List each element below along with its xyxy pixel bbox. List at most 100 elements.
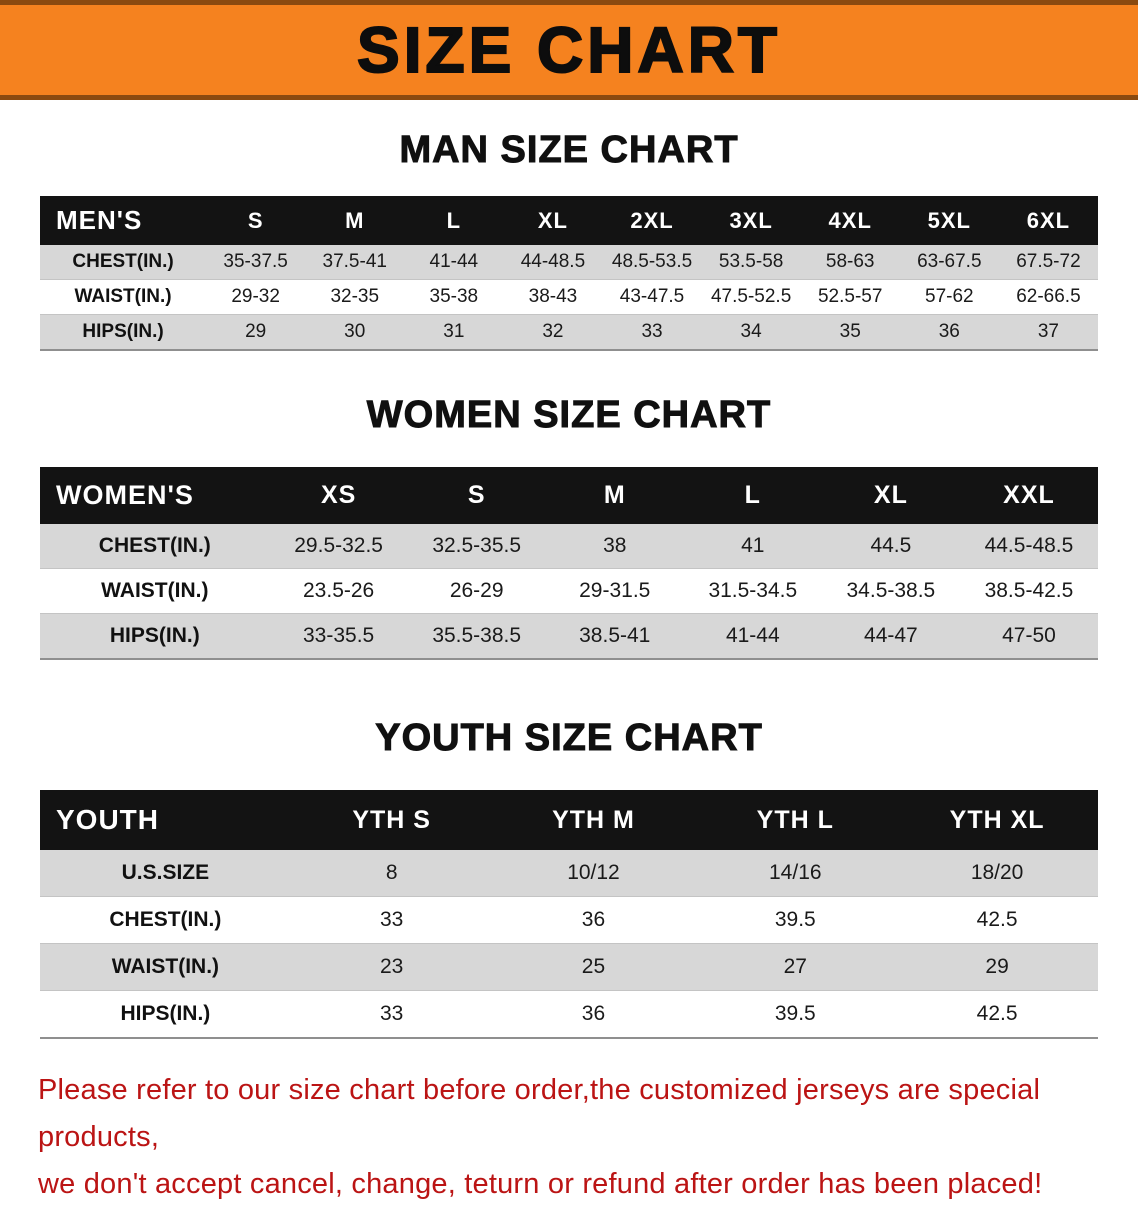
size-column-header: L — [446, 207, 462, 233]
table-corner-label: WOMEN'S — [56, 480, 194, 510]
size-value-cell: 25 — [581, 955, 606, 978]
size-value-cell: 32 — [542, 321, 564, 342]
table-row: WAIST(IN.) 29-32 32-35 35-38 38-43 43-47.5 47.… — [40, 279, 1098, 315]
row-label: U.S.SIZE — [121, 861, 210, 884]
size-column-header: XL — [537, 207, 568, 233]
table-row: HIPS(IN.) 33 36 39.5 42.5 — [40, 990, 1098, 1038]
size-column-header: M — [345, 207, 365, 233]
size-value-cell: 57-62 — [925, 286, 974, 307]
table-row: HIPS(IN.) 33-35.5 35.5-38.5 38.5-41 41-44 44-… — [40, 613, 1098, 659]
size-value-cell: 38 — [603, 534, 627, 557]
size-value-cell: 33 — [641, 321, 663, 342]
size-value-cell: 41-44 — [429, 251, 479, 272]
size-value-cell: 23.5-26 — [303, 579, 375, 602]
size-column-header: S — [247, 207, 264, 233]
size-value-cell: 35-38 — [429, 286, 479, 307]
row-label: WAIST(IN.) — [74, 286, 172, 307]
size-value-cell: 39.5 — [774, 908, 816, 931]
row-label: WAIST(IN.) — [101, 579, 209, 602]
row-label: HIPS(IN.) — [120, 1002, 211, 1025]
size-value-cell: 32.5-35.5 — [432, 534, 522, 557]
women-size-section: WOMEN SIZE CHART WOMEN'S XS S M L XL XXL CHEST(… — [0, 393, 1138, 660]
youth-size-section: YOUTH SIZE CHART YOUTH YTH S YTH M YTH L YTH… — [0, 716, 1138, 1039]
size-value-cell: 23 — [379, 955, 404, 978]
size-value-cell: 35 — [839, 321, 861, 342]
size-value-cell: 36 — [581, 908, 606, 931]
note-line-2: we don't accept cancel, change, teturn o… — [38, 1168, 1043, 1200]
size-value-cell: 10/12 — [567, 861, 620, 884]
footer-note: Please refer to our size chart before or… — [0, 1067, 1138, 1222]
size-column-header: 6XL — [1026, 207, 1071, 233]
size-value-cell: 36 — [938, 321, 960, 342]
size-column-header: 3XL — [729, 207, 773, 233]
size-value-cell: 53.5-58 — [718, 251, 784, 272]
size-value-cell: 31 — [443, 321, 465, 342]
size-value-cell: 32-35 — [330, 286, 380, 307]
size-value-cell: 14/16 — [769, 861, 822, 884]
size-column-header: M — [603, 481, 626, 509]
table-row: WAIST(IN.) 23.5-26 26-29 29-31.5 31.5-34.5 34… — [40, 568, 1098, 614]
note-line-1: Please refer to our size chart before or… — [38, 1074, 1041, 1153]
size-value-cell: 34 — [740, 321, 762, 342]
man-size-section: MAN SIZE CHART MEN'S S M L XL 2XL 3XL 4XL 5XL 6XL… — [0, 128, 1138, 351]
row-label: WAIST(IN.) — [111, 955, 220, 978]
size-value-cell: 29-31.5 — [579, 579, 651, 602]
size-value-cell: 44-48.5 — [520, 251, 586, 272]
size-column-header: YTH M — [552, 805, 635, 834]
size-value-cell: 63-67.5 — [917, 251, 982, 272]
size-value-cell: 39.5 — [774, 1002, 816, 1025]
size-value-cell: 42.5 — [976, 908, 1018, 931]
size-value-cell: 58-63 — [825, 251, 875, 272]
size-charts: MAN SIZE CHART MEN'S S M L XL 2XL 3XL 4XL 5XL 6XL… — [0, 128, 1138, 1039]
table-header-row: MEN'S S M L XL 2XL 3XL 4XL 5XL 6XL — [40, 196, 1098, 245]
size-value-cell: 41-44 — [725, 624, 780, 647]
man-size-table: MEN'S S M L XL 2XL 3XL 4XL 5XL 6XL CHEST(IN.) 35-37… — [40, 196, 1098, 351]
size-value-cell: 44-47 — [864, 624, 918, 647]
size-value-cell: 37 — [1037, 321, 1059, 342]
size-value-cell: 35.5-38.5 — [432, 624, 522, 647]
size-value-cell: 62-66.5 — [1016, 286, 1081, 307]
women-size-table: WOMEN'S XS S M L XL XXL CHEST(IN.) 29.5-32.5 32.5… — [40, 467, 1098, 660]
size-column-header: L — [744, 481, 761, 509]
banner: SIZE CHART — [0, 0, 1138, 100]
banner-title: SIZE CHART — [356, 14, 781, 86]
size-column-header: S — [467, 481, 486, 509]
size-value-cell: 30 — [344, 321, 366, 342]
size-column-header: XS — [320, 481, 357, 509]
row-label: HIPS(IN.) — [82, 321, 164, 342]
size-value-cell: 33 — [379, 908, 404, 931]
size-value-cell: 47.5-52.5 — [710, 286, 792, 307]
table-row: WAIST(IN.) 23 25 27 29 — [40, 943, 1098, 991]
size-value-cell: 38-43 — [528, 286, 578, 307]
size-value-cell: 33 — [379, 1002, 404, 1025]
size-column-header: XL — [873, 481, 908, 509]
table-header-row: YOUTH YTH S YTH M YTH L YTH XL — [40, 790, 1098, 850]
size-value-cell: 52.5-57 — [817, 286, 883, 307]
youth-size-table: YOUTH YTH S YTH M YTH L YTH XL U.S.SIZE 8 10/12… — [40, 790, 1098, 1039]
size-value-cell: 48.5-53.5 — [611, 251, 693, 272]
size-value-cell: 27 — [783, 955, 807, 978]
size-value-cell: 31.5-34.5 — [708, 579, 798, 602]
women-size-title: WOMEN SIZE CHART — [366, 394, 772, 437]
size-value-cell: 29 — [985, 955, 1009, 978]
size-value-cell: 67.5-72 — [1016, 251, 1081, 272]
size-value-cell: 35-37.5 — [223, 251, 288, 272]
size-column-header: YTH L — [756, 805, 834, 834]
size-value-cell: 38.5-41 — [579, 624, 651, 647]
table-row: CHEST(IN.) 35-37.5 37.5-41 41-44 44-48.5 48.5… — [40, 245, 1098, 280]
row-label: HIPS(IN.) — [109, 624, 200, 647]
size-value-cell: 38.5-42.5 — [984, 579, 1074, 602]
size-value-cell: 41 — [741, 534, 765, 557]
table-corner-label: YOUTH — [56, 804, 159, 835]
size-value-cell: 36 — [581, 1002, 606, 1025]
size-value-cell: 29-32 — [231, 286, 280, 307]
size-value-cell: 26-29 — [449, 579, 504, 602]
size-value-cell: 33-35.5 — [303, 624, 375, 647]
size-value-cell: 34.5-38.5 — [846, 579, 936, 602]
table-header-row: WOMEN'S XS S M L XL XXL — [40, 467, 1098, 524]
size-column-header: YTH XL — [949, 805, 1045, 834]
size-value-cell: 37.5-41 — [322, 251, 387, 272]
size-value-cell: 29 — [245, 321, 267, 342]
size-value-cell: 29.5-32.5 — [294, 534, 383, 557]
